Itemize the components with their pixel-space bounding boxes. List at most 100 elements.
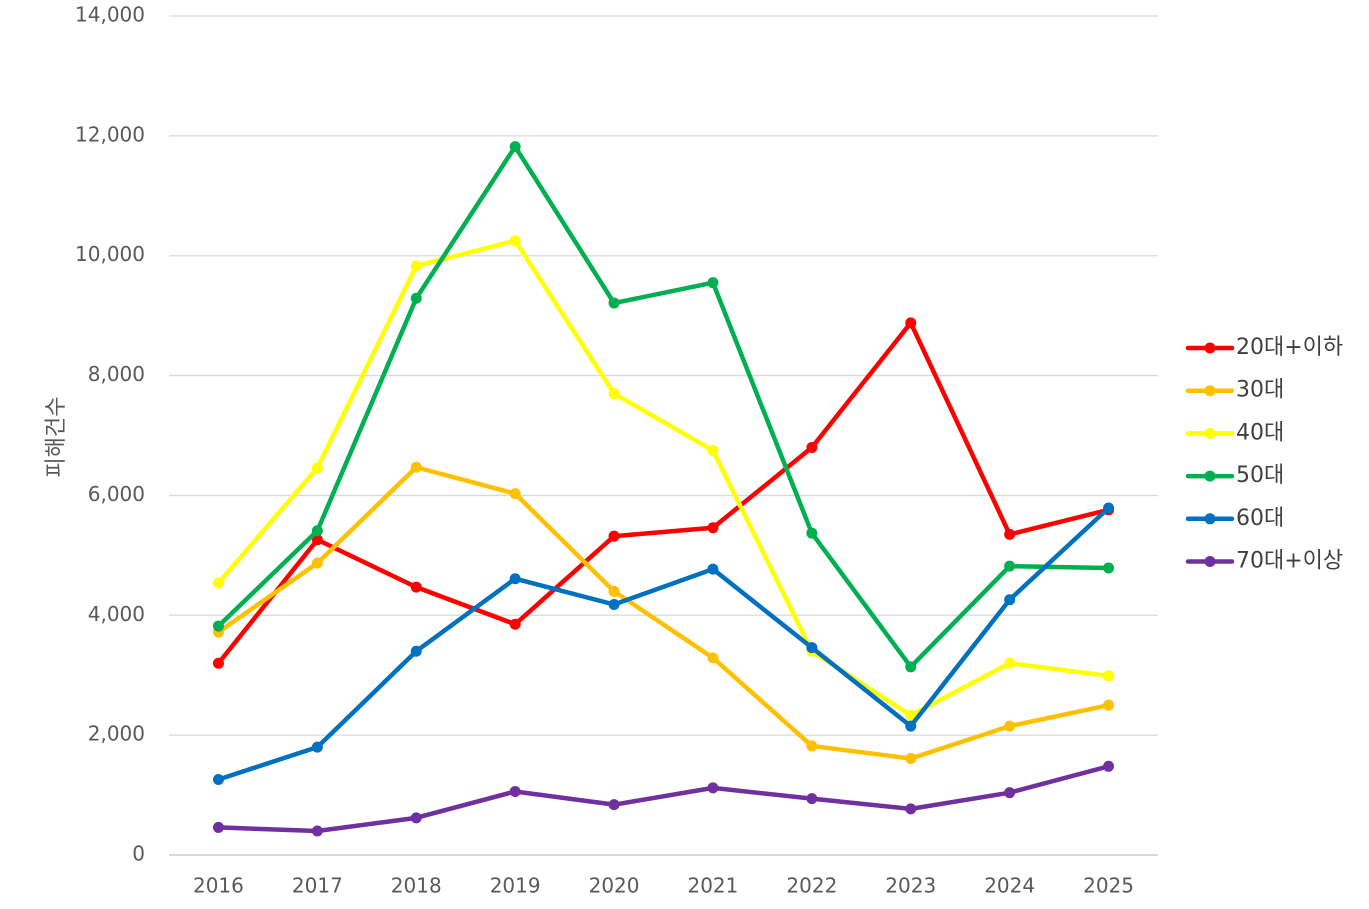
data-point xyxy=(1004,657,1016,669)
legend-item: 30대 xyxy=(1185,378,1284,403)
y-tick-label: 6,000 xyxy=(88,482,145,506)
series-line xyxy=(216,238,1111,718)
data-point xyxy=(707,563,719,575)
data-point xyxy=(806,527,818,539)
data-point xyxy=(410,581,422,593)
legend-swatch-marker xyxy=(1204,385,1216,397)
data-point xyxy=(707,782,719,794)
legend-item: 20대+이하 xyxy=(1185,335,1343,360)
legend-item: 50대 xyxy=(1185,463,1284,488)
x-tick-label: 2023 xyxy=(885,874,936,898)
data-point xyxy=(905,709,917,721)
legend-item: 40대 xyxy=(1185,420,1284,445)
data-point xyxy=(311,462,323,474)
series xyxy=(212,141,1115,837)
data-point xyxy=(1103,562,1115,574)
y-axis-tick-labels: 0 2,000 4,000 6,000 8,000 10,000 12,000 14,000 xyxy=(75,3,145,866)
data-point xyxy=(1004,560,1016,572)
series-line xyxy=(216,465,1111,761)
series-line xyxy=(216,764,1111,834)
data-point xyxy=(905,803,917,815)
series-group xyxy=(212,235,1115,721)
data-point xyxy=(608,598,620,610)
series-group xyxy=(212,502,1115,785)
legend-item: 60대 xyxy=(1185,506,1284,531)
legend-swatch-marker xyxy=(1204,556,1216,567)
data-point xyxy=(212,821,224,833)
data-point xyxy=(707,277,719,289)
x-axis-tick-labels: 2016 2017 2018 2019 2020 2021 2022 2023 2024 2025 xyxy=(193,874,1134,898)
data-point xyxy=(905,720,917,732)
x-tick-label: 2018 xyxy=(391,874,442,898)
series-group xyxy=(212,141,1115,673)
data-point xyxy=(1004,787,1016,799)
legend-swatch-marker xyxy=(1204,470,1216,482)
y-tick-label: 4,000 xyxy=(88,602,145,626)
data-point xyxy=(311,525,323,537)
data-point xyxy=(311,557,323,569)
data-point xyxy=(608,388,620,400)
x-tick-label: 2025 xyxy=(1083,874,1134,898)
data-point xyxy=(806,441,818,453)
data-point xyxy=(212,577,224,589)
data-point xyxy=(707,652,719,664)
data-point xyxy=(1004,594,1016,606)
y-axis-title: 피해건수 xyxy=(44,397,69,478)
series-line xyxy=(216,144,1111,670)
y-tick-label: 0 xyxy=(132,842,145,866)
data-point xyxy=(1004,720,1016,732)
x-tick-label: 2024 xyxy=(984,874,1035,898)
data-point xyxy=(1103,760,1115,772)
data-point xyxy=(806,740,818,752)
data-point xyxy=(509,488,521,500)
series-line xyxy=(216,320,1111,666)
data-point xyxy=(410,812,422,824)
data-point xyxy=(410,260,422,272)
data-point xyxy=(212,773,224,785)
legend-swatch-marker xyxy=(1204,427,1216,439)
x-tick-label: 2017 xyxy=(292,874,343,898)
legend-label: 50대 xyxy=(1236,463,1284,488)
y-tick-label: 2,000 xyxy=(88,722,145,746)
data-point xyxy=(311,741,323,753)
data-point xyxy=(1103,502,1115,514)
data-point xyxy=(1103,699,1115,711)
legend-swatch-marker xyxy=(1204,342,1216,354)
data-point xyxy=(608,799,620,811)
data-point xyxy=(509,785,521,797)
legend-label: 60대 xyxy=(1236,506,1284,531)
data-point xyxy=(905,317,917,329)
data-point xyxy=(905,753,917,765)
data-point xyxy=(608,530,620,542)
data-point xyxy=(410,461,422,473)
legend-label: 20대+이하 xyxy=(1236,335,1343,360)
y-tick-label: 14,000 xyxy=(75,3,145,27)
legend-label: 40대 xyxy=(1236,420,1284,445)
x-tick-label: 2021 xyxy=(687,874,738,898)
data-point xyxy=(509,618,521,630)
data-point xyxy=(608,585,620,597)
data-point xyxy=(311,825,323,837)
data-point xyxy=(509,235,521,247)
data-point xyxy=(509,573,521,585)
x-tick-label: 2020 xyxy=(589,874,640,898)
x-tick-label: 2022 xyxy=(786,874,837,898)
data-point xyxy=(707,444,719,456)
data-point xyxy=(905,661,917,673)
series-group xyxy=(212,317,1115,669)
data-point xyxy=(311,534,323,546)
data-point xyxy=(608,297,620,309)
legend-swatch-marker xyxy=(1204,513,1216,525)
legend-label: 70대+이상 xyxy=(1236,549,1343,574)
y-tick-label: 8,000 xyxy=(88,362,145,386)
data-point xyxy=(707,522,719,534)
legend-label: 30대 xyxy=(1236,378,1284,403)
data-point xyxy=(212,620,224,632)
data-point xyxy=(806,793,818,805)
data-point xyxy=(806,642,818,654)
legend-item: 70대+이상 xyxy=(1185,549,1343,574)
data-point xyxy=(1004,528,1016,540)
y-tick-label: 10,000 xyxy=(75,242,145,266)
data-point xyxy=(509,141,521,153)
